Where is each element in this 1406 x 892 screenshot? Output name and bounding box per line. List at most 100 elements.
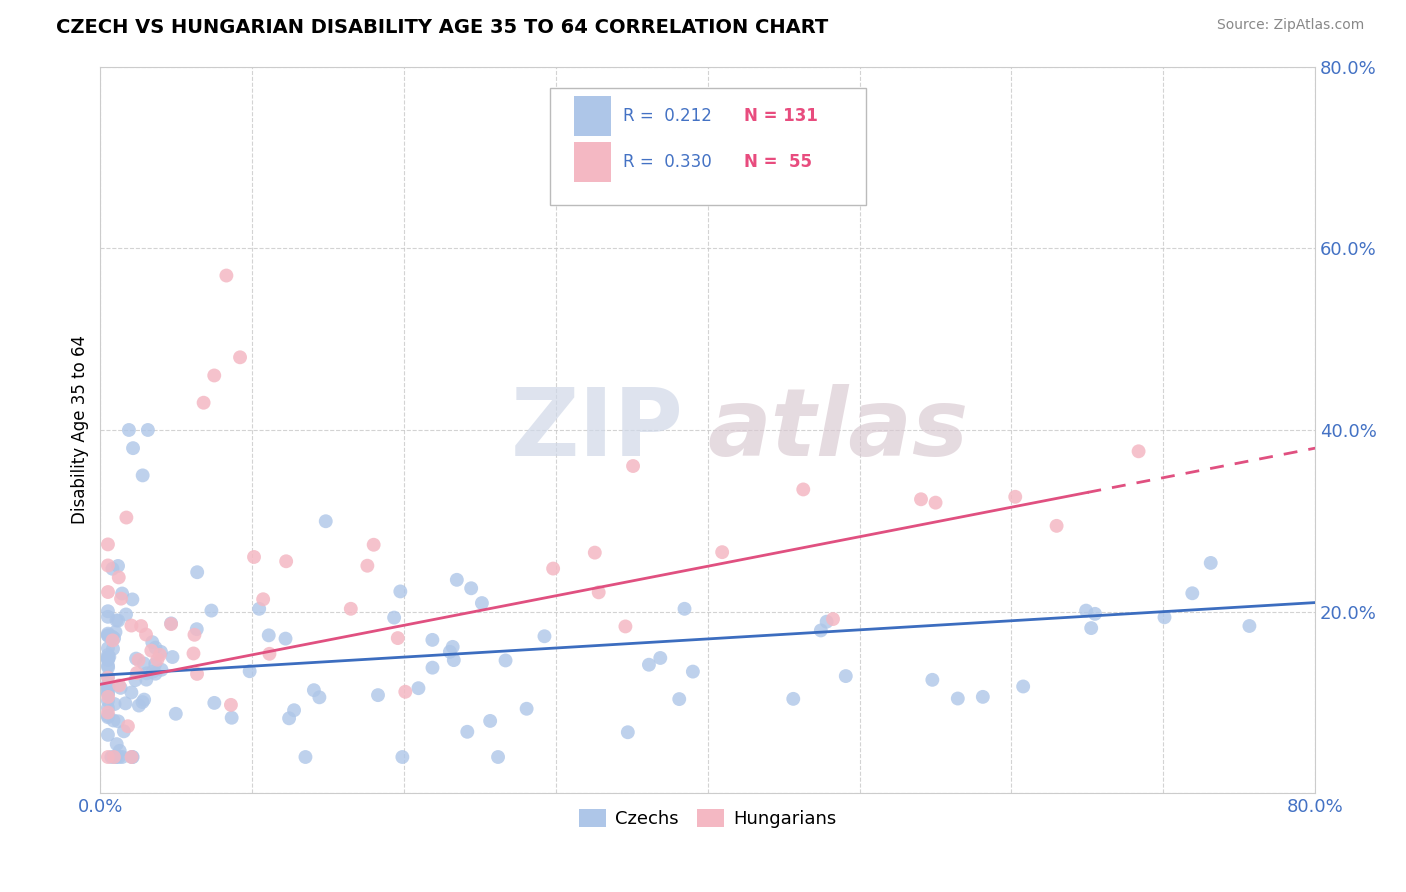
Point: [114, 696, 136, 710]
FancyBboxPatch shape: [574, 96, 610, 136]
Point: [495, 653, 517, 667]
Point: [239, 664, 262, 678]
Point: [112, 724, 135, 739]
Point: [924, 496, 946, 510]
Point: [103, 714, 125, 728]
Point: [97, 690, 120, 704]
Point: [141, 643, 163, 657]
Point: [443, 653, 465, 667]
Point: [682, 665, 704, 679]
Point: [650, 651, 672, 665]
Text: N = 131: N = 131: [744, 107, 818, 126]
Point: [1181, 586, 1204, 600]
Point: [101, 630, 124, 644]
Point: [143, 657, 166, 671]
Point: [103, 697, 125, 711]
Point: [456, 724, 478, 739]
Point: [107, 558, 129, 573]
Point: [97, 686, 120, 700]
Point: [219, 698, 242, 712]
Point: [129, 619, 152, 633]
Point: [97, 648, 120, 662]
Point: [614, 619, 637, 633]
Point: [186, 565, 208, 579]
Point: [183, 628, 205, 642]
Point: [107, 714, 129, 729]
Point: [131, 695, 153, 709]
Point: [782, 691, 804, 706]
Point: [792, 483, 814, 497]
Point: [97, 628, 120, 642]
Point: [118, 423, 141, 437]
Point: [150, 663, 173, 677]
Point: [1128, 444, 1150, 458]
Text: N =  55: N = 55: [744, 153, 813, 171]
Point: [97, 682, 120, 697]
Point: [274, 632, 297, 646]
Point: [120, 685, 142, 699]
Point: [135, 666, 157, 681]
Point: [97, 650, 120, 665]
Point: [278, 711, 301, 725]
Point: [1012, 680, 1035, 694]
Point: [97, 670, 120, 684]
Point: [121, 750, 143, 764]
Point: [122, 441, 145, 455]
Point: [121, 750, 143, 764]
Point: [367, 688, 389, 702]
Point: [97, 709, 120, 723]
Point: [446, 573, 468, 587]
Point: [97, 651, 120, 665]
Point: [533, 629, 555, 643]
Point: [110, 591, 132, 606]
Point: [583, 546, 606, 560]
Point: [97, 687, 120, 701]
Point: [711, 545, 734, 559]
Point: [97, 609, 120, 624]
Point: [516, 702, 538, 716]
Point: [315, 514, 337, 528]
Point: [97, 671, 120, 685]
Point: [815, 615, 838, 629]
Point: [1004, 490, 1026, 504]
Point: [98, 649, 121, 664]
Point: [391, 750, 413, 764]
Point: [257, 628, 280, 642]
Point: [810, 624, 832, 638]
Point: [165, 706, 187, 721]
Point: [340, 602, 363, 616]
Point: [108, 678, 131, 692]
Point: [125, 666, 148, 681]
Point: [135, 627, 157, 641]
Point: [97, 641, 120, 656]
Point: [149, 648, 172, 662]
Point: [486, 750, 509, 764]
Point: [186, 667, 208, 681]
Point: [131, 468, 153, 483]
Point: [111, 750, 134, 764]
Point: [910, 492, 932, 507]
Point: [104, 750, 127, 764]
Point: [97, 694, 120, 708]
Point: [441, 640, 464, 654]
Point: [149, 645, 172, 659]
Point: [141, 635, 163, 649]
Point: [103, 750, 125, 764]
Point: [247, 602, 270, 616]
Point: [105, 613, 128, 627]
Point: [97, 701, 120, 715]
Point: [97, 676, 120, 690]
Point: [394, 685, 416, 699]
Point: [617, 725, 640, 739]
Point: [107, 614, 129, 628]
Point: [921, 673, 943, 687]
Point: [124, 673, 146, 687]
Point: [97, 652, 120, 666]
Point: [128, 653, 150, 667]
Point: [97, 585, 120, 599]
Point: [1153, 610, 1175, 624]
Point: [108, 750, 131, 764]
Point: [696, 151, 718, 165]
Point: [121, 592, 143, 607]
Point: [162, 650, 184, 665]
